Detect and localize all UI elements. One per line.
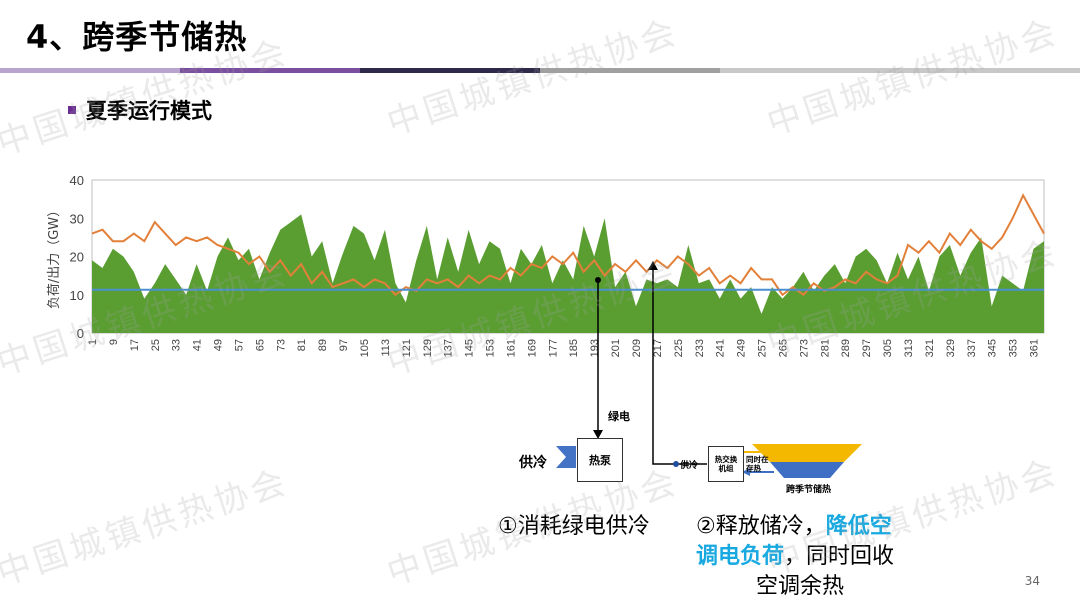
storage-label: 跨季节储热 (786, 485, 832, 495)
storage-tank-bottom (770, 462, 844, 478)
x-tick-label: 81 (296, 339, 308, 351)
cooling-return-dot (673, 461, 679, 467)
series-area-green (92, 214, 1044, 333)
cooling-out-label: 供冷 (519, 455, 547, 471)
x-tick-label: 169 (526, 339, 538, 357)
caption-left: ①消耗绿电供冷 (498, 514, 650, 539)
x-tick-label: 113 (380, 339, 392, 357)
x-tick-label: 105 (359, 339, 371, 357)
page-number: 34 (1024, 574, 1040, 588)
storage-tank-top (752, 444, 862, 462)
heat-pump-label: 热泵 (589, 454, 611, 467)
cooling-return-arrow-head (648, 261, 658, 270)
x-tick-label: 313 (903, 339, 915, 357)
x-tick-label: 217 (652, 339, 664, 357)
title-rule-4 (540, 68, 720, 73)
x-tick-label: 225 (673, 339, 685, 357)
caption-right-line-2: 调电负荷，同时回收 (696, 542, 956, 572)
tank-to-exchanger-arrow (742, 468, 750, 476)
x-tick-label: 161 (506, 339, 518, 357)
x-tick-label: 17 (129, 339, 141, 351)
caption-right-highlight-1: 降低空 (825, 514, 892, 539)
heat-pump-box: 热泵 (577, 438, 623, 482)
x-tick-label: 9 (108, 339, 120, 345)
x-tick-label: 97 (338, 339, 350, 351)
x-tick-label: 305 (882, 339, 894, 357)
caption-right-line-1: ②释放储冷，降低空 (696, 512, 956, 542)
caption-right-normal-2: ，同时回收 (784, 544, 895, 569)
heat-exchanger-label-1: 热交换 (714, 455, 738, 464)
bullet-icon (68, 106, 76, 114)
caption-right: ②释放储冷，降低空 调电负荷，同时回收 空调余热 (696, 512, 956, 602)
caption-right-line-3: 空调余热 (756, 574, 845, 599)
x-tick-label: 1 (87, 339, 99, 345)
x-tick-label: 25 (150, 339, 162, 351)
simultaneous-label-1: 同时在 (746, 455, 769, 464)
title-rule-3 (360, 68, 540, 73)
x-tick-label: 353 (1008, 339, 1020, 357)
section-subtitle: 夏季运行模式 (86, 99, 212, 123)
title-rule-2 (180, 68, 360, 73)
title-rule-1 (0, 68, 180, 73)
x-tick-label: 257 (757, 339, 769, 357)
green-power-arrow-head (593, 430, 603, 439)
x-tick-label: 273 (798, 339, 810, 357)
x-tick-label: 89 (317, 339, 329, 351)
y-tick-label: 30 (70, 211, 84, 226)
y-tick-label: 10 (70, 288, 84, 303)
x-tick-label: 185 (568, 339, 580, 357)
x-tick-label: 249 (736, 339, 748, 357)
x-tick-label: 177 (547, 339, 559, 357)
heat-exchanger-box: 热交换 机组 (708, 446, 744, 482)
green-power-label: 绿电 (608, 410, 630, 423)
y-tick-label: 0 (77, 326, 84, 341)
x-tick-label: 57 (234, 339, 246, 351)
caption-right-normal-1: ②释放储冷， (696, 514, 826, 539)
x-tick-label: 209 (631, 339, 643, 357)
x-tick-label: 153 (485, 339, 497, 357)
x-tick-label: 201 (610, 339, 622, 357)
x-tick-label: 289 (840, 339, 852, 357)
x-tick-label: 337 (966, 339, 978, 357)
x-tick-label: 193 (589, 339, 601, 357)
x-tick-label: 329 (945, 339, 957, 357)
x-tick-label: 137 (443, 339, 455, 357)
x-tick-label: 49 (213, 339, 225, 351)
x-tick-label: 297 (861, 339, 873, 357)
simultaneous-label-2: 存热 (746, 464, 761, 473)
x-tick-label: 73 (275, 339, 287, 351)
x-tick-label: 41 (192, 339, 204, 351)
cooling-return-line (652, 268, 707, 465)
simultaneous-label: 同时在 存热 (746, 455, 769, 473)
x-tick-label: 321 (924, 339, 936, 357)
x-tick-label: 33 (171, 339, 183, 351)
y-tick-label: 20 (70, 250, 84, 265)
title-rule-5 (720, 68, 1080, 73)
green-power-source-dot (595, 277, 601, 283)
y-tick-label: 40 (70, 173, 84, 188)
heat-exchanger-label-2: 机组 (718, 464, 734, 473)
cooling-in-label: 供冷 (680, 461, 699, 471)
x-tick-label: 145 (464, 339, 476, 357)
x-tick-label: 233 (694, 339, 706, 357)
x-tick-label: 361 (1029, 339, 1041, 357)
subtitle-row: 夏季运行模式 (68, 95, 212, 125)
x-tick-label: 281 (819, 339, 831, 357)
x-tick-label: 121 (401, 339, 413, 357)
x-tick-label: 345 (987, 339, 999, 357)
x-tick-label: 265 (778, 339, 790, 357)
cooling-out-arrow-icon (556, 446, 576, 468)
x-tick-label: 65 (254, 339, 266, 351)
caption-right-highlight-2: 调电负荷 (696, 544, 785, 569)
y-axis-label: 负荷/出力（GW） (47, 204, 62, 309)
x-tick-label: 241 (715, 339, 727, 357)
x-tick-label: 129 (422, 339, 434, 357)
page-title: 4、跨季节储热 (26, 18, 248, 56)
series-line-orange (91, 193, 1045, 297)
